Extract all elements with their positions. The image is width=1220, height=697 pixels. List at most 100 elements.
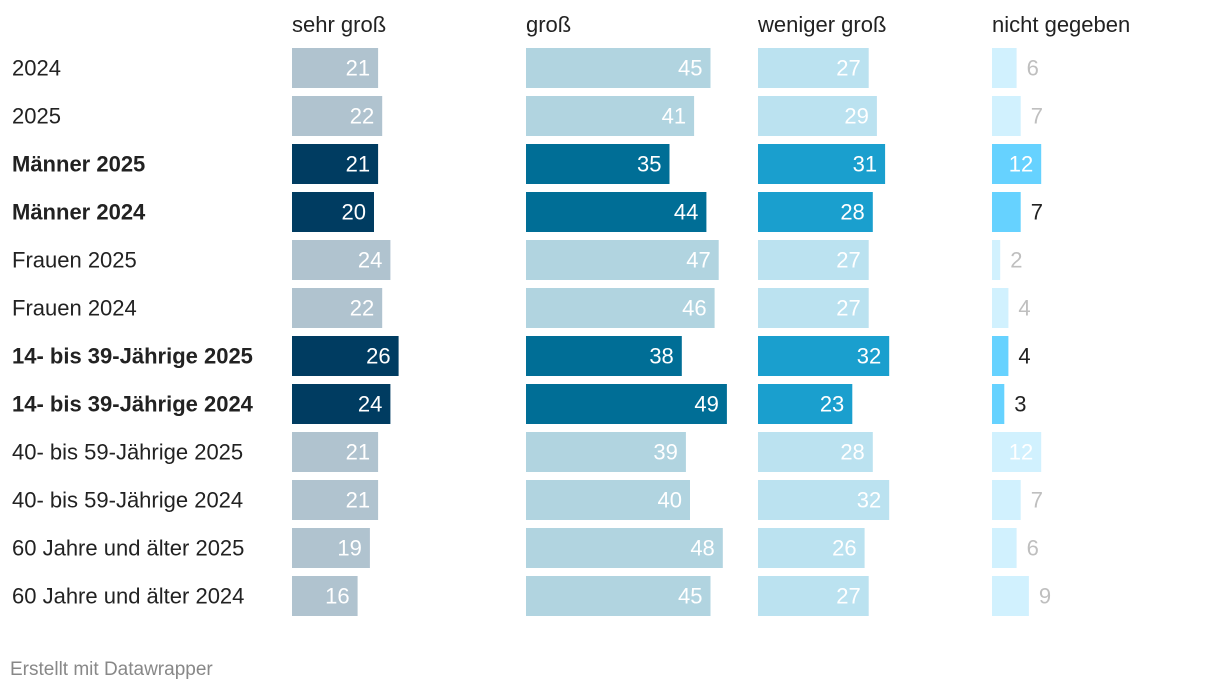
row-label: Frauen 2025 [12,248,137,273]
bar-2-row-4 [526,192,707,232]
bar-value-2-row-10: 40 [658,488,682,513]
bar-value-4-row-2: 7 [1031,104,1043,129]
bar-value-2-row-2: 41 [662,104,686,129]
bar-4-row-1 [992,48,1017,88]
row-label: 60 Jahre und älter 2025 [12,536,244,561]
bar-4-row-5 [992,240,1001,280]
bar-value-3-row-11: 26 [832,536,856,561]
bar-value-1-row-8: 24 [358,392,382,417]
bar-3-row-2 [758,96,877,136]
bar-value-3-row-8: 23 [820,392,844,417]
bar-1-row-3 [292,144,379,184]
bar-4-row-10 [992,480,1021,520]
bar-value-2-row-1: 45 [678,56,702,81]
bar-value-4-row-7: 4 [1018,344,1030,369]
bar-3-row-12 [758,576,869,616]
bar-value-4-row-9: 12 [1009,440,1033,465]
bar-value-2-row-12: 45 [678,584,702,609]
row-label: 2024 [12,56,61,81]
bar-value-1-row-3: 21 [346,152,370,177]
bar-2-row-11 [526,528,723,568]
bar-2-row-6 [526,288,715,328]
row-label: 40- bis 59-Jährige 2025 [12,440,243,465]
bar-2-row-1 [526,48,711,88]
bar-value-2-row-5: 47 [686,248,710,273]
bar-value-1-row-5: 24 [358,248,382,273]
bar-3-row-10 [758,480,890,520]
bar-value-3-row-5: 27 [836,248,860,273]
row-label: 14- bis 39-Jährige 2024 [12,392,254,417]
bar-3-row-8 [758,384,853,424]
bar-4-row-11 [992,528,1017,568]
bar-1-row-12 [292,576,358,616]
bar-value-3-row-2: 29 [844,104,868,129]
bar-value-2-row-9: 39 [653,440,677,465]
row-label: Männer 2024 [12,200,146,225]
bar-value-4-row-10: 7 [1031,488,1043,513]
bar-value-4-row-12: 9 [1039,584,1051,609]
bar-4-row-8 [992,384,1005,424]
bar-1-row-4 [292,192,374,232]
bar-3-row-1 [758,48,869,88]
bar-1-row-11 [292,528,370,568]
bar-4-row-12 [992,576,1029,616]
bar-value-4-row-4: 7 [1031,200,1043,225]
bar-3-row-4 [758,192,873,232]
bar-value-4-row-11: 6 [1027,536,1039,561]
bar-value-1-row-11: 19 [337,536,361,561]
bar-value-3-row-1: 27 [836,56,860,81]
bar-value-3-row-6: 27 [836,296,860,321]
bar-value-4-row-3: 12 [1009,152,1033,177]
bar-2-row-12 [526,576,711,616]
bar-2-row-8 [526,384,727,424]
bar-3-row-6 [758,288,869,328]
bar-value-1-row-10: 21 [346,488,370,513]
bar-value-2-row-8: 49 [694,392,718,417]
bar-value-3-row-12: 27 [836,584,860,609]
bar-2-row-2 [526,96,695,136]
bar-value-3-row-7: 32 [857,344,881,369]
bar-1-row-7 [292,336,399,376]
bar-value-1-row-7: 26 [366,344,390,369]
bar-1-row-5 [292,240,391,280]
bar-2-row-5 [526,240,719,280]
bar-value-2-row-7: 38 [649,344,673,369]
bar-3-row-3 [758,144,886,184]
bar-value-3-row-3: 31 [853,152,877,177]
bar-2-row-3 [526,144,670,184]
bar-1-row-2 [292,96,383,136]
bar-4-row-2 [992,96,1021,136]
bar-value-3-row-4: 28 [840,200,864,225]
bar-1-row-6 [292,288,383,328]
bar-3-row-5 [758,240,869,280]
bar-1-row-10 [292,480,379,520]
column-header-4: nicht gegeben [992,12,1130,37]
bar-value-4-row-6: 4 [1018,296,1030,321]
bar-value-1-row-6: 22 [350,296,374,321]
bar-2-row-10 [526,480,690,520]
column-header-1: sehr groß [292,12,386,37]
bar-4-row-6 [992,288,1009,328]
bar-value-2-row-6: 46 [682,296,706,321]
row-label: Männer 2025 [12,152,145,177]
row-label: 14- bis 39-Jährige 2025 [12,344,253,369]
bar-value-4-row-8: 3 [1014,392,1026,417]
bar-4-row-4 [992,192,1021,232]
bar-value-1-row-2: 22 [350,104,374,129]
row-label: 40- bis 59-Jährige 2024 [12,488,243,513]
footer-credit: Erstellt mit Datawrapper [10,659,213,680]
bar-value-4-row-1: 6 [1027,56,1039,81]
bar-1-row-1 [292,48,379,88]
bar-value-1-row-1: 21 [346,56,370,81]
bar-value-3-row-10: 32 [857,488,881,513]
bar-3-row-11 [758,528,865,568]
bar-2-row-9 [526,432,686,472]
bar-value-2-row-4: 44 [674,200,698,225]
bar-4-row-9 [992,432,1042,472]
bar-value-1-row-12: 16 [325,584,349,609]
bar-4-row-7 [992,336,1009,376]
bar-3-row-9 [758,432,873,472]
bar-value-2-row-11: 48 [690,536,714,561]
